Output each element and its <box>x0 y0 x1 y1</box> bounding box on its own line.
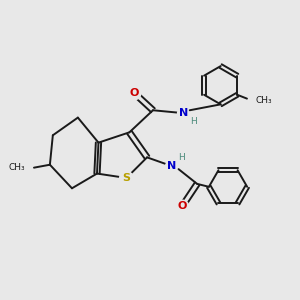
Text: O: O <box>178 201 187 211</box>
Text: S: S <box>122 173 130 183</box>
Text: CH₃: CH₃ <box>8 163 25 172</box>
Text: H: H <box>190 117 197 126</box>
Text: N: N <box>167 161 177 171</box>
Text: O: O <box>129 88 139 98</box>
Text: H: H <box>178 153 185 162</box>
Text: CH₃: CH₃ <box>256 96 272 105</box>
Text: N: N <box>179 108 188 118</box>
